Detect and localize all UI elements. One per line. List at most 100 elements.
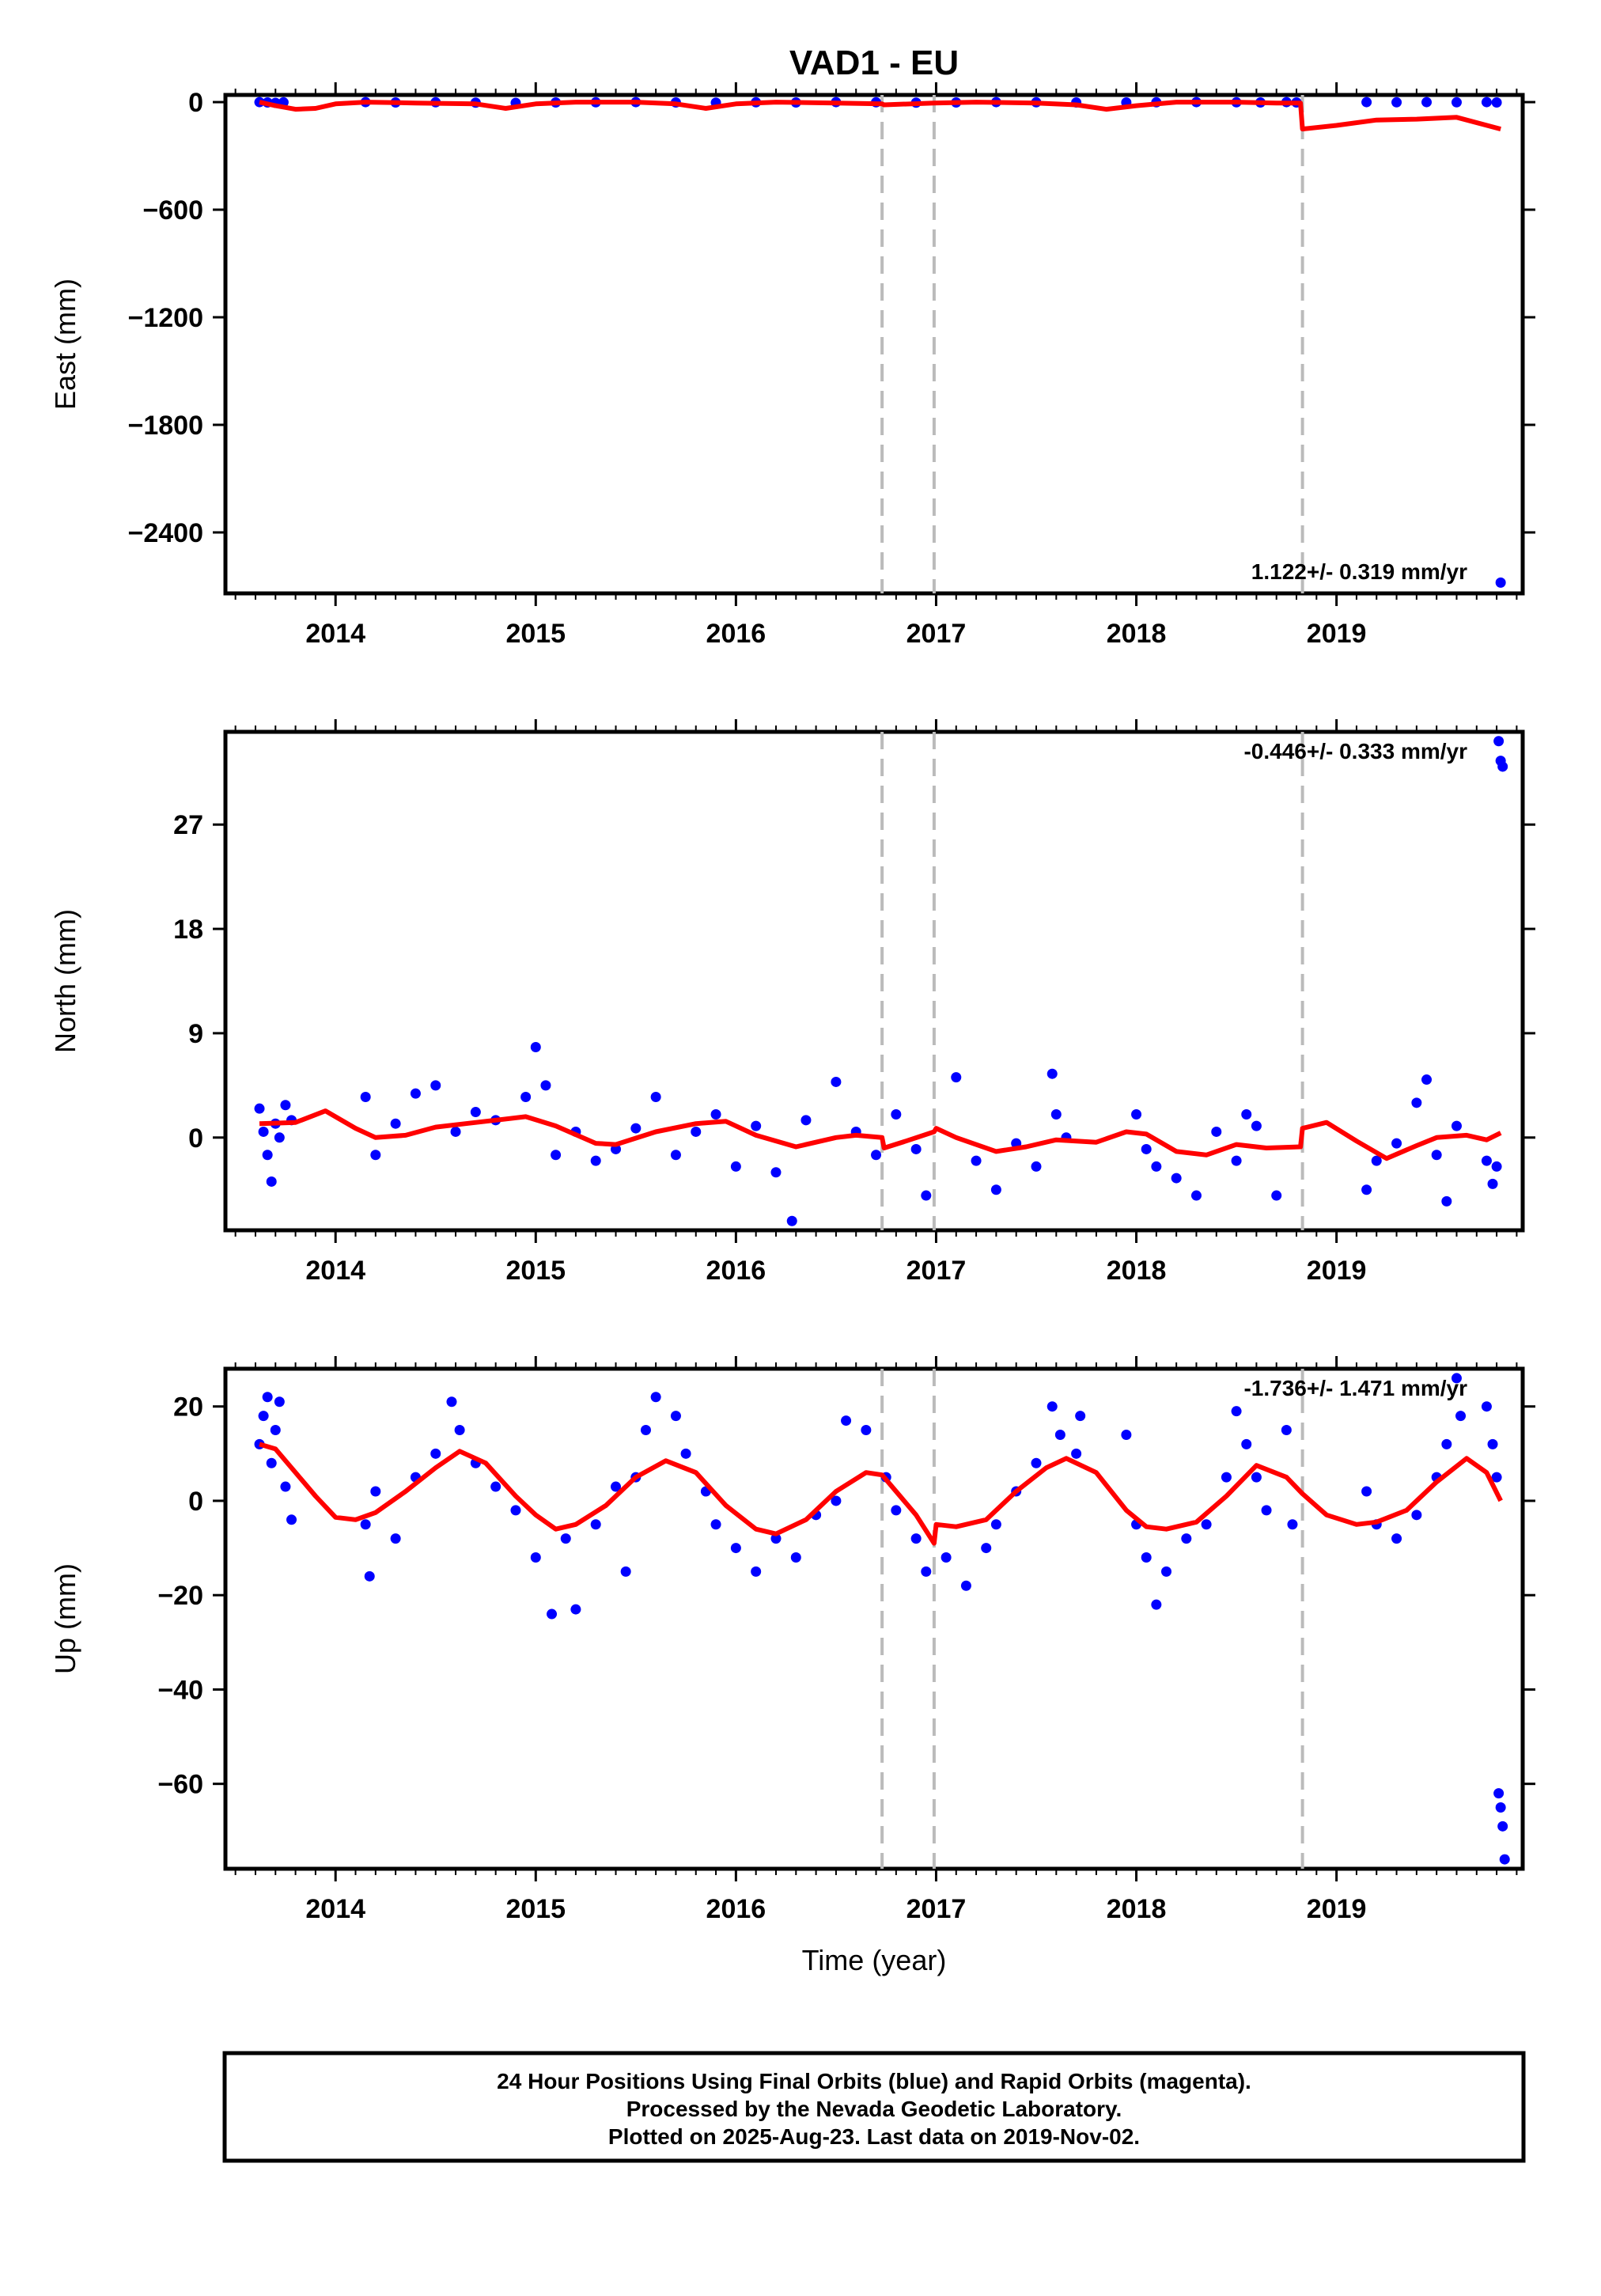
data-point [1487, 1438, 1498, 1449]
data-point [270, 1425, 281, 1436]
footer-box: 24 Hour Positions Using Final Orbits (bl… [222, 2051, 1526, 2163]
data-point [1121, 1429, 1132, 1440]
data-point [1287, 1519, 1298, 1530]
y-tick-label: 9 [188, 1019, 203, 1049]
data-point [254, 1103, 265, 1114]
data-point [680, 1448, 691, 1459]
data-point [910, 1533, 922, 1544]
data-point [800, 1115, 812, 1126]
data-point [1075, 1411, 1086, 1422]
model-fit-line [259, 100, 1501, 132]
data-point [390, 1118, 401, 1129]
model-fit-line [259, 1442, 1503, 1546]
data-point [1361, 97, 1372, 108]
data-point [831, 1076, 842, 1087]
y-axis-label: Up (mm) [49, 1563, 81, 1674]
data-point [730, 1161, 741, 1172]
data-point [951, 1072, 962, 1083]
y-tick-label: −1800 [128, 411, 204, 441]
data-point [1495, 577, 1506, 588]
data-point [446, 1396, 457, 1408]
data-point [530, 1042, 541, 1053]
y-tick-label: −1200 [128, 303, 204, 333]
data-point [1431, 1150, 1442, 1161]
data-point [280, 1481, 291, 1492]
chart-title: VAD1 - EU [789, 44, 959, 82]
data-point [1241, 1108, 1252, 1120]
x-tick-label: 2014 [305, 1894, 365, 1924]
data-point [1497, 761, 1508, 772]
data-point [1047, 1068, 1058, 1079]
data-point [770, 1167, 782, 1178]
data-point [990, 1519, 1001, 1530]
footer-line-2: Processed by the Nevada Geodetic Laborat… [626, 2097, 1122, 2121]
data-point [1451, 1373, 1462, 1384]
data-point [1031, 1161, 1042, 1172]
north-panel: 2014 2015 2016 2017 2018 2019 27 18 9 0 North (mm)… [49, 719, 1535, 1286]
data-point [370, 1486, 381, 1497]
data-point [370, 1150, 381, 1161]
data-point [841, 1415, 852, 1426]
data-point [611, 1481, 622, 1492]
data-point [1151, 1161, 1162, 1172]
plot-area [254, 732, 1508, 1230]
data-point [1481, 1401, 1492, 1412]
data-point [1261, 1505, 1272, 1516]
data-point [921, 1566, 932, 1577]
data-point [1361, 1184, 1372, 1195]
data-point [1491, 1472, 1502, 1483]
data-point [1391, 97, 1402, 108]
data-point [1151, 1599, 1162, 1610]
data-point [364, 1570, 375, 1582]
data-point [1181, 1533, 1192, 1544]
data-point [590, 1155, 601, 1166]
data-point [1231, 1406, 1242, 1417]
plot-area [254, 1369, 1510, 1869]
data-point [430, 1448, 441, 1459]
data-point [266, 1457, 277, 1468]
data-point [547, 1608, 558, 1620]
y-tick-label: −60 [157, 1770, 203, 1800]
data-point [1071, 1448, 1082, 1459]
data-point [520, 1092, 532, 1103]
data-point [490, 1481, 501, 1492]
data-point [1481, 97, 1492, 108]
model-fit-line [259, 1108, 1502, 1161]
up-panel: 2014 2015 2016 2017 2018 2019 20 0 −20 −40 −60 Up (… [49, 1356, 1535, 1924]
data-point [280, 1100, 291, 1111]
data-point [1201, 1519, 1212, 1530]
data-point [1361, 1486, 1372, 1497]
x-tick-label: 2017 [906, 619, 967, 649]
data-point [831, 1495, 842, 1506]
data-point [910, 1143, 922, 1154]
data-point [1493, 736, 1504, 747]
data-point [450, 1126, 461, 1137]
data-point [551, 1150, 562, 1161]
data-point [971, 1155, 982, 1166]
data-point [1221, 1472, 1232, 1483]
data-point [630, 1123, 642, 1134]
data-point [454, 1425, 465, 1436]
x-tick-label: 2015 [505, 1256, 566, 1286]
data-point [1487, 1178, 1498, 1189]
y-tick-label: 0 [188, 1487, 203, 1517]
data-point [430, 1080, 441, 1091]
data-point [710, 1108, 721, 1120]
data-point [540, 1080, 551, 1091]
x-tick-label: 2017 [906, 1894, 967, 1924]
data-point [891, 1505, 902, 1516]
data-point [274, 1132, 285, 1143]
data-point [751, 1120, 762, 1131]
x-tick-label: 2019 [1307, 1256, 1367, 1286]
x-tick-label: 2018 [1107, 1894, 1167, 1924]
footer-line-1: 24 Hour Positions Using Final Orbits (bl… [497, 2069, 1251, 2093]
y-tick-label: 0 [188, 88, 203, 118]
velocity-rate-label: -0.446+/- 0.333 mm/yr [1243, 739, 1467, 763]
data-point [262, 1392, 273, 1403]
data-point [1054, 1429, 1065, 1440]
data-point [921, 1190, 932, 1201]
data-point [1141, 1552, 1152, 1563]
y-axis-label: North (mm) [49, 909, 81, 1053]
data-point [670, 1411, 681, 1422]
x-tick-label: 2016 [706, 1256, 766, 1286]
